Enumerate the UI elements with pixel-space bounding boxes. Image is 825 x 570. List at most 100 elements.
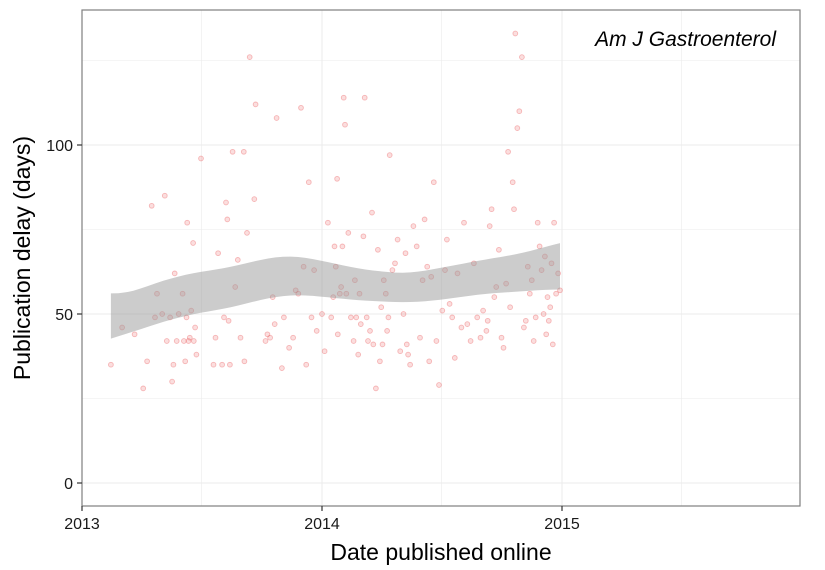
data-point bbox=[246, 54, 253, 60]
data-point bbox=[267, 334, 273, 341]
data-point bbox=[353, 314, 360, 321]
data-point bbox=[184, 219, 191, 226]
data-point bbox=[521, 324, 527, 331]
data-point bbox=[477, 334, 484, 341]
data-point bbox=[461, 219, 467, 226]
data-point bbox=[331, 243, 338, 250]
data-point bbox=[221, 314, 227, 321]
data-point bbox=[271, 321, 278, 327]
data-point bbox=[357, 321, 364, 327]
data-point bbox=[514, 125, 521, 131]
data-point bbox=[281, 314, 287, 321]
data-point bbox=[190, 240, 196, 246]
data-point bbox=[512, 30, 519, 37]
data-point bbox=[488, 206, 495, 213]
data-point bbox=[400, 311, 407, 317]
data-point bbox=[367, 328, 373, 334]
data-point bbox=[252, 101, 259, 108]
data-point bbox=[251, 196, 258, 202]
data-point bbox=[547, 304, 554, 311]
data-point bbox=[392, 260, 398, 267]
data-point bbox=[262, 338, 269, 344]
data-point bbox=[325, 219, 331, 226]
data-point bbox=[507, 304, 513, 311]
data-point bbox=[342, 121, 348, 128]
data-point bbox=[360, 233, 367, 240]
data-point bbox=[433, 338, 440, 344]
data-point bbox=[321, 348, 328, 355]
data-point bbox=[361, 94, 368, 101]
data-point bbox=[467, 338, 474, 344]
panel-border bbox=[81, 9, 801, 507]
data-point bbox=[545, 317, 552, 324]
data-point bbox=[334, 175, 340, 182]
data-point bbox=[410, 223, 417, 229]
data-point bbox=[540, 311, 547, 317]
data-point bbox=[444, 236, 450, 243]
data-point bbox=[286, 344, 292, 351]
data-point bbox=[140, 385, 147, 392]
data-point bbox=[182, 358, 189, 365]
smooth-band-group bbox=[110, 243, 561, 339]
smooth-confidence-band bbox=[110, 243, 561, 339]
data-point bbox=[223, 199, 229, 206]
data-point bbox=[464, 321, 471, 327]
data-point bbox=[480, 307, 486, 314]
data-point bbox=[449, 314, 456, 321]
data-point bbox=[386, 152, 393, 158]
data-point bbox=[334, 331, 341, 338]
data-point bbox=[279, 365, 285, 371]
data-point bbox=[486, 223, 493, 229]
data-point bbox=[373, 385, 379, 392]
journal-annotation: Am J Gastroenterol bbox=[593, 28, 777, 51]
data-point bbox=[340, 94, 347, 101]
data-point bbox=[355, 351, 362, 358]
data-point bbox=[363, 314, 370, 321]
data-point bbox=[169, 378, 175, 385]
data-point bbox=[186, 334, 193, 341]
y-tick-label: 50 bbox=[55, 307, 73, 324]
data-point bbox=[234, 257, 241, 263]
data-point bbox=[224, 216, 231, 223]
data-point bbox=[319, 311, 325, 317]
data-point bbox=[181, 338, 187, 344]
data-point bbox=[144, 358, 150, 365]
data-point bbox=[198, 155, 204, 162]
data-point bbox=[553, 290, 559, 297]
data-point bbox=[385, 314, 392, 321]
data-point bbox=[509, 179, 516, 186]
data-point bbox=[446, 301, 453, 307]
data-point bbox=[225, 317, 232, 324]
data-point bbox=[185, 338, 192, 344]
data-point bbox=[273, 115, 280, 121]
data-point bbox=[350, 338, 357, 344]
data-point bbox=[108, 361, 114, 368]
data-point bbox=[339, 243, 346, 250]
data-point bbox=[290, 334, 296, 341]
data-point bbox=[379, 341, 386, 348]
data-point bbox=[498, 334, 505, 341]
data-point bbox=[313, 328, 320, 334]
data-point bbox=[171, 270, 178, 277]
data-point bbox=[397, 348, 404, 355]
x-tick-label: 2015 bbox=[544, 516, 580, 533]
data-point bbox=[378, 304, 385, 311]
data-point bbox=[384, 328, 390, 334]
data-point bbox=[305, 179, 312, 186]
data-point bbox=[474, 314, 481, 321]
data-point bbox=[328, 314, 335, 321]
x-axis-title: Date published online bbox=[330, 539, 551, 565]
data-point bbox=[394, 236, 401, 243]
data-point bbox=[426, 358, 433, 365]
data-point bbox=[369, 209, 375, 216]
data-point bbox=[190, 338, 197, 344]
data-point bbox=[375, 246, 381, 253]
data-point bbox=[534, 219, 541, 226]
data-point bbox=[308, 314, 315, 321]
data-point bbox=[519, 54, 525, 60]
data-point bbox=[193, 351, 200, 358]
data-point bbox=[131, 331, 138, 338]
data-point bbox=[215, 250, 221, 257]
data-point bbox=[389, 267, 396, 273]
data-point bbox=[424, 263, 431, 270]
